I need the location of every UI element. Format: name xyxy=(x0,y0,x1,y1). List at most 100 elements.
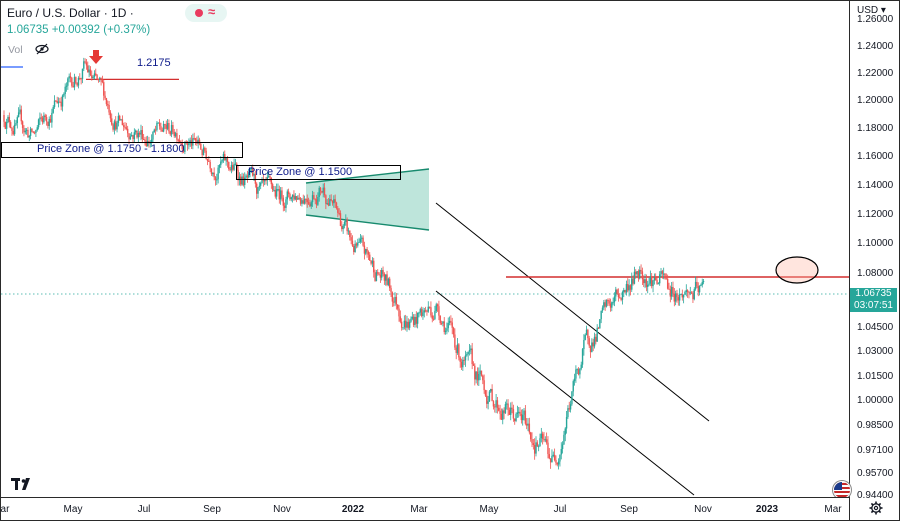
candle-body xyxy=(330,199,332,201)
symbol-title[interactable]: Euro / U.S. Dollar · 1D · xyxy=(7,6,134,20)
candle-body xyxy=(349,230,351,238)
candle-body xyxy=(37,119,40,128)
currency-select[interactable]: USD ▾ xyxy=(857,5,886,16)
candle-body xyxy=(597,327,600,329)
candle-body xyxy=(130,135,133,137)
candle-body xyxy=(427,306,429,312)
candle-body xyxy=(99,77,101,80)
candle-body xyxy=(503,410,505,414)
candle-body xyxy=(511,407,513,410)
candle-body xyxy=(685,290,687,293)
candle-body xyxy=(398,308,400,317)
candle-body xyxy=(290,197,292,200)
candle-body xyxy=(138,132,141,135)
candle-body xyxy=(232,165,234,170)
candle-body xyxy=(496,400,499,408)
candle-chart[interactable] xyxy=(1,1,849,497)
candle-body xyxy=(326,203,328,205)
candle-body xyxy=(126,128,129,134)
us-flag-icon[interactable] xyxy=(833,481,851,499)
candle-body xyxy=(502,410,504,420)
candle-body xyxy=(161,129,163,132)
candle-body xyxy=(635,271,637,275)
candle-body xyxy=(641,271,644,280)
candle-body xyxy=(142,138,145,140)
candle-body xyxy=(474,365,476,380)
candle-body xyxy=(572,381,574,392)
candle-body xyxy=(518,411,520,413)
price-zone-box-2[interactable] xyxy=(236,165,401,180)
tradingview-logo-icon[interactable] xyxy=(11,477,35,491)
candle-body xyxy=(568,408,570,410)
candle-body xyxy=(140,130,142,135)
candle-body xyxy=(529,432,532,440)
candle-body xyxy=(258,185,261,188)
candle-body xyxy=(153,129,155,132)
candle-body xyxy=(81,68,84,80)
indicator-chip[interactable]: ≈ xyxy=(185,4,227,22)
candle-body xyxy=(439,315,441,324)
gear-icon[interactable] xyxy=(869,501,883,515)
candle-body xyxy=(475,371,477,380)
candle-body xyxy=(498,407,500,411)
candle-body xyxy=(451,322,453,328)
candle-body xyxy=(536,442,539,447)
time-axis[interactable] xyxy=(1,497,849,520)
candle-body xyxy=(527,423,529,426)
candle-body xyxy=(623,289,625,293)
candle-body xyxy=(307,202,310,204)
candle-body xyxy=(647,284,649,287)
volume-label[interactable]: Vol xyxy=(8,44,23,56)
candle-body xyxy=(335,202,338,209)
candle-body xyxy=(436,304,439,307)
candle-body xyxy=(366,249,368,252)
price-tick-label: 1.18000 xyxy=(857,123,894,134)
candle-body xyxy=(160,126,162,130)
candle-body xyxy=(244,177,246,185)
candle-body xyxy=(254,174,257,184)
candle-body xyxy=(165,124,167,129)
candle-body xyxy=(7,116,9,123)
candle-body xyxy=(59,101,61,103)
plot-area[interactable] xyxy=(1,1,849,497)
candle-body xyxy=(539,438,541,447)
candle-body xyxy=(544,439,547,441)
time-tick-label: Jul xyxy=(137,504,151,515)
candle-body xyxy=(700,284,702,286)
price-tick-label: 1.22000 xyxy=(857,68,894,79)
candle-body xyxy=(692,293,694,300)
candle-body xyxy=(123,125,125,127)
candle-body xyxy=(573,378,576,382)
candle-body xyxy=(408,321,411,328)
candle-body xyxy=(537,446,540,448)
candle-body xyxy=(422,312,424,316)
price-change: 1.06735 +0.00392 (+0.37%) xyxy=(7,24,151,36)
candle-body xyxy=(345,219,347,223)
candle-body xyxy=(286,191,288,200)
candle-body xyxy=(188,143,190,146)
time-tick-label: Sep xyxy=(620,504,638,515)
price-zone-box-1[interactable] xyxy=(1,142,243,158)
candle-body xyxy=(592,342,594,347)
candle-body xyxy=(134,130,137,133)
candle-body xyxy=(556,462,558,465)
candle-body xyxy=(61,95,64,107)
candle-body xyxy=(682,294,685,298)
candle-body xyxy=(482,375,484,381)
price-tick-label: 0.94400 xyxy=(857,490,894,501)
candle-body xyxy=(60,101,62,107)
candle-body xyxy=(298,197,300,199)
eye-hidden-icon[interactable] xyxy=(35,43,49,55)
candle-body xyxy=(198,139,201,145)
candle-body xyxy=(466,354,468,356)
candle-body xyxy=(269,176,271,178)
candle-body xyxy=(229,168,231,171)
candle-body xyxy=(382,270,384,274)
candle-body xyxy=(701,282,703,285)
candle-body xyxy=(520,413,523,421)
time-tick-label: ar xyxy=(0,504,10,515)
candle-body xyxy=(278,189,281,200)
price-axis[interactable] xyxy=(849,1,899,520)
candle-body xyxy=(658,274,661,284)
candle-body xyxy=(540,433,543,439)
